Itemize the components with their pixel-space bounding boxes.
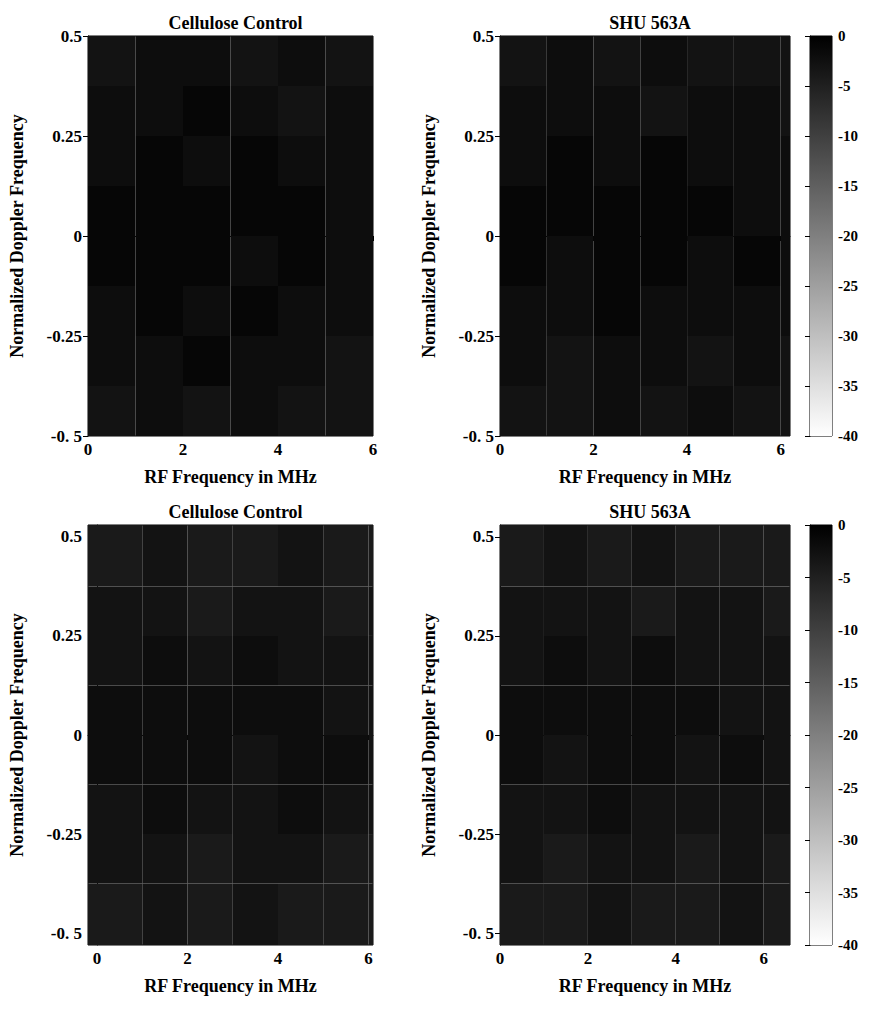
svg-text:0.5: 0.5 <box>61 27 82 46</box>
svg-text:Normalized Doppler Frequency: Normalized Doppler Frequency <box>7 114 27 357</box>
svg-text:RF Frequency in MHz: RF Frequency in MHz <box>559 467 731 487</box>
svg-text:-0.25: -0.25 <box>459 825 494 844</box>
svg-text:-20: -20 <box>838 228 858 244</box>
svg-text:SHU 563A: SHU 563A <box>609 13 691 33</box>
svg-text:-40: -40 <box>838 937 858 953</box>
svg-text:-35: -35 <box>838 378 858 394</box>
svg-text:-30: -30 <box>838 328 858 344</box>
svg-text:0: 0 <box>486 726 495 745</box>
svg-text:0.25: 0.25 <box>464 626 494 645</box>
svg-text:-20: -20 <box>838 727 858 743</box>
svg-text:0.5: 0.5 <box>61 527 82 546</box>
svg-text:RF Frequency in MHz: RF Frequency in MHz <box>144 467 316 487</box>
svg-text:Cellulose Control: Cellulose Control <box>168 13 302 33</box>
svg-text:RF Frequency in MHz: RF Frequency in MHz <box>144 976 316 996</box>
svg-text:-5: -5 <box>838 78 851 94</box>
svg-text:2: 2 <box>584 949 593 968</box>
svg-text:-30: -30 <box>838 832 858 848</box>
svg-text:4: 4 <box>683 440 692 459</box>
svg-text:-0.25: -0.25 <box>47 327 82 346</box>
svg-text:0.5: 0.5 <box>473 527 494 546</box>
svg-text:0.25: 0.25 <box>464 127 494 146</box>
svg-text:4: 4 <box>274 440 283 459</box>
svg-text:-0. 5: -0. 5 <box>463 427 494 446</box>
svg-text:6: 6 <box>364 949 373 968</box>
svg-text:SHU 563A: SHU 563A <box>609 502 691 522</box>
svg-text:0: 0 <box>496 440 505 459</box>
svg-text:-35: -35 <box>838 885 858 901</box>
svg-text:-10: -10 <box>838 128 858 144</box>
svg-text:-15: -15 <box>838 178 858 194</box>
svg-text:-0.25: -0.25 <box>47 825 82 844</box>
svg-text:6: 6 <box>776 440 785 459</box>
svg-text:-10: -10 <box>838 622 858 638</box>
svg-text:0: 0 <box>838 28 846 44</box>
svg-text:Normalized Doppler Frequency: Normalized Doppler Frequency <box>419 613 439 856</box>
svg-text:-15: -15 <box>838 675 858 691</box>
svg-text:-25: -25 <box>838 278 858 294</box>
svg-text:0.5: 0.5 <box>473 27 494 46</box>
svg-text:0: 0 <box>74 227 83 246</box>
svg-text:Normalized Doppler Frequency: Normalized Doppler Frequency <box>419 114 439 357</box>
svg-text:2: 2 <box>183 949 192 968</box>
svg-text:2: 2 <box>179 440 188 459</box>
svg-text:0: 0 <box>838 517 846 533</box>
svg-text:0: 0 <box>486 227 495 246</box>
svg-text:4: 4 <box>274 949 283 968</box>
svg-text:-0. 5: -0. 5 <box>51 924 82 943</box>
svg-text:2: 2 <box>589 440 598 459</box>
svg-text:0.25: 0.25 <box>52 626 82 645</box>
svg-text:-25: -25 <box>838 780 858 796</box>
svg-text:RF Frequency in MHz: RF Frequency in MHz <box>559 976 731 996</box>
svg-text:0.25: 0.25 <box>52 127 82 146</box>
svg-text:-5: -5 <box>838 570 851 586</box>
svg-text:0: 0 <box>93 949 102 968</box>
svg-text:0: 0 <box>496 949 505 968</box>
svg-text:-0.25: -0.25 <box>459 327 494 346</box>
svg-text:-40: -40 <box>838 428 858 444</box>
svg-text:Cellulose Control: Cellulose Control <box>168 502 302 522</box>
svg-text:-0. 5: -0. 5 <box>463 924 494 943</box>
svg-text:Normalized Doppler Frequency: Normalized Doppler Frequency <box>7 613 27 856</box>
svg-text:0: 0 <box>84 440 93 459</box>
svg-text:4: 4 <box>672 949 681 968</box>
svg-text:-0. 5: -0. 5 <box>51 427 82 446</box>
svg-text:6: 6 <box>369 440 378 459</box>
svg-text:0: 0 <box>74 726 83 745</box>
svg-text:6: 6 <box>759 949 768 968</box>
